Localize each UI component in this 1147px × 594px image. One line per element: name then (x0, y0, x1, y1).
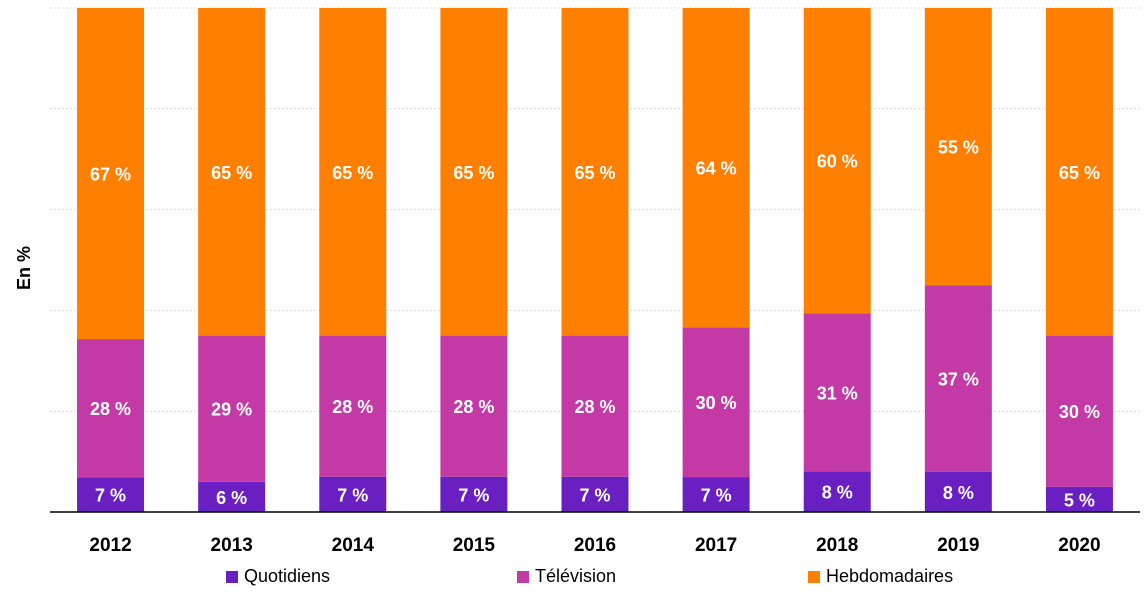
x-tick-label: 2019 (937, 535, 979, 556)
bar-segment-hebdomadaires (440, 8, 508, 336)
bar-segment-quotidiens (803, 471, 871, 512)
legend-label-hebdomadaires: Hebdomadaires (826, 566, 954, 586)
bar-segment-hebdomadaires (319, 8, 387, 336)
bar-segment-quotidiens (561, 476, 629, 512)
bar-segment-tlvision (924, 285, 992, 472)
data-label: 65 % (453, 163, 494, 183)
bar-segment-hebdomadaires (561, 8, 629, 336)
data-label: 7 % (579, 485, 610, 505)
data-label: 28 % (574, 397, 615, 417)
bar-segment-tlvision (319, 335, 387, 477)
y-axis-label: En % (14, 245, 34, 290)
x-tick-label: 2016 (574, 535, 616, 556)
data-label: 65 % (332, 163, 373, 183)
data-label: 7 % (95, 486, 126, 506)
bar-segment-quotidiens (924, 471, 992, 512)
data-label: 7 % (701, 486, 732, 506)
data-label: 7 % (337, 485, 368, 505)
bar-segment-quotidiens (440, 476, 508, 512)
data-label: 8 % (822, 483, 853, 503)
bar-segment-hebdomadaires (682, 8, 750, 328)
bar-segment-hebdomadaires (924, 8, 992, 286)
legend-item-television: Télévision (517, 566, 616, 587)
bar-segment-tlvision (803, 313, 871, 472)
x-tick-label: 2013 (211, 535, 253, 556)
legend-swatch-hebdomadaires (808, 570, 820, 583)
data-label: 29 % (211, 400, 252, 420)
x-tick-label: 2015 (453, 535, 496, 556)
bar-segment-tlvision (198, 335, 266, 482)
data-label: 28 % (453, 397, 494, 417)
bar-segment-tlvision (77, 339, 145, 478)
bar-segment-tlvision (440, 335, 508, 477)
bar-segment-hebdomadaires (77, 8, 145, 340)
bar-segment-quotidiens (77, 477, 145, 512)
data-label: 65 % (574, 163, 615, 183)
data-label: 37 % (938, 369, 979, 389)
x-tick-label: 2018 (816, 535, 858, 556)
data-label: 55 % (938, 138, 979, 158)
bar-segment-tlvision (682, 327, 750, 478)
bar-segment-tlvision (561, 335, 629, 477)
data-label: 31 % (817, 383, 858, 403)
legend-label-quotidiens: Quotidiens (244, 566, 331, 586)
data-label: 7 % (458, 485, 489, 505)
data-label: 60 % (817, 152, 858, 172)
data-label: 28 % (90, 399, 131, 419)
data-label: 28 % (332, 397, 373, 417)
x-tick-label: 2012 (89, 535, 131, 556)
bar-segment-quotidiens (682, 477, 750, 512)
legend: Quotidiens Télévision Hebdomadaires (0, 566, 1147, 590)
legend-item-quotidiens: Quotidiens (226, 566, 330, 587)
x-tick-label: 2020 (1058, 535, 1100, 556)
bar-segment-quotidiens (198, 481, 266, 512)
data-label: 30 % (1059, 402, 1100, 422)
data-label: 65 % (1059, 163, 1100, 183)
bar-segment-tlvision (1045, 335, 1113, 487)
data-label: 6 % (216, 488, 247, 508)
legend-item-hebdomadaires: Hebdomadaires (808, 566, 953, 587)
data-label: 5 % (1064, 490, 1095, 510)
bar-segment-hebdomadaires (803, 8, 871, 314)
data-label: 64 % (696, 159, 737, 179)
data-label: 67 % (90, 165, 131, 185)
legend-swatch-television (517, 570, 529, 583)
legend-swatch-quotidiens (226, 570, 238, 583)
bar-segment-quotidiens (319, 476, 387, 512)
data-label: 65 % (211, 163, 252, 183)
legend-label-television: Télévision (535, 566, 617, 586)
data-label: 8 % (943, 483, 974, 503)
bar-segment-quotidiens (1045, 486, 1113, 512)
bar-segment-hebdomadaires (1045, 8, 1113, 336)
bar-segment-hebdomadaires (198, 8, 266, 336)
x-tick-label: 2017 (695, 535, 737, 556)
x-tick-label: 2014 (332, 535, 375, 556)
data-label: 30 % (696, 393, 737, 413)
